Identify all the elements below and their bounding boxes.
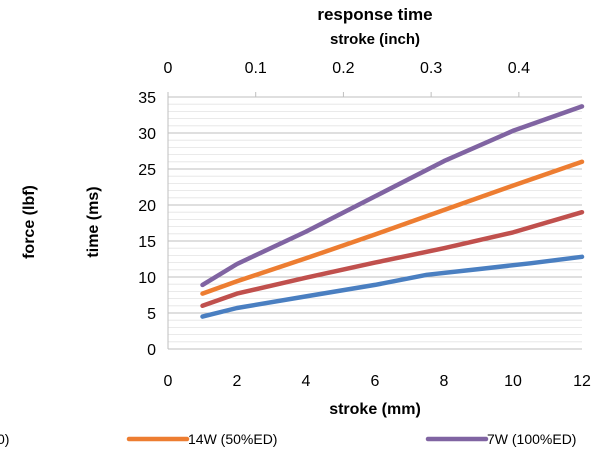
secondary-y-axis-title: force (lbf) bbox=[21, 185, 38, 259]
y-tick-label: 30 bbox=[138, 126, 156, 143]
legend: 0) 14W (50%ED) 7W (100%ED) bbox=[0, 431, 576, 447]
y-tick-label: 5 bbox=[147, 306, 156, 323]
y-tick-label: 0 bbox=[147, 342, 156, 359]
top-tick-label: 0.1 bbox=[245, 60, 267, 77]
x-tick-label: 6 bbox=[371, 373, 380, 390]
legend-label-cropped: 0) bbox=[0, 431, 9, 447]
top-tick-label: 0.2 bbox=[332, 60, 354, 77]
series-line-3 bbox=[200, 159, 585, 296]
bottom-axis-title: stroke (mm) bbox=[329, 401, 421, 418]
legend-label-1: 14W (50%ED) bbox=[188, 431, 277, 447]
top-tick-label: 0.4 bbox=[508, 60, 530, 77]
top-tick-label: 0 bbox=[164, 60, 173, 77]
y-axis-title: time (ms) bbox=[85, 186, 102, 257]
x-tick-label: 12 bbox=[573, 373, 591, 390]
top-tick-label: 0.3 bbox=[420, 60, 442, 77]
x-tick-label: 10 bbox=[504, 373, 522, 390]
series-lines bbox=[200, 104, 585, 319]
legend-label-2: 7W (100%ED) bbox=[487, 431, 576, 447]
axes: 0 5 10 15 20 25 30 35 0 2 4 6 8 10 12 0 0.1 0.2 0.3 0.4 bbox=[138, 60, 591, 390]
top-axis-title: stroke (inch) bbox=[330, 31, 420, 48]
series-line-1 bbox=[200, 254, 585, 319]
y-tick-label: 35 bbox=[138, 90, 156, 107]
y-tick-label: 15 bbox=[138, 234, 156, 251]
x-tick-label: 2 bbox=[233, 373, 242, 390]
x-tick-label: 8 bbox=[440, 373, 449, 390]
x-tick-label: 4 bbox=[302, 373, 311, 390]
y-tick-label: 20 bbox=[138, 198, 156, 215]
y-tick-label: 25 bbox=[138, 162, 156, 179]
x-tick-label: 0 bbox=[164, 373, 173, 390]
y-tick-label: 10 bbox=[138, 270, 156, 287]
series-line-4 bbox=[200, 104, 585, 288]
chart-title: response time bbox=[317, 5, 432, 24]
series-line-2 bbox=[200, 209, 585, 309]
